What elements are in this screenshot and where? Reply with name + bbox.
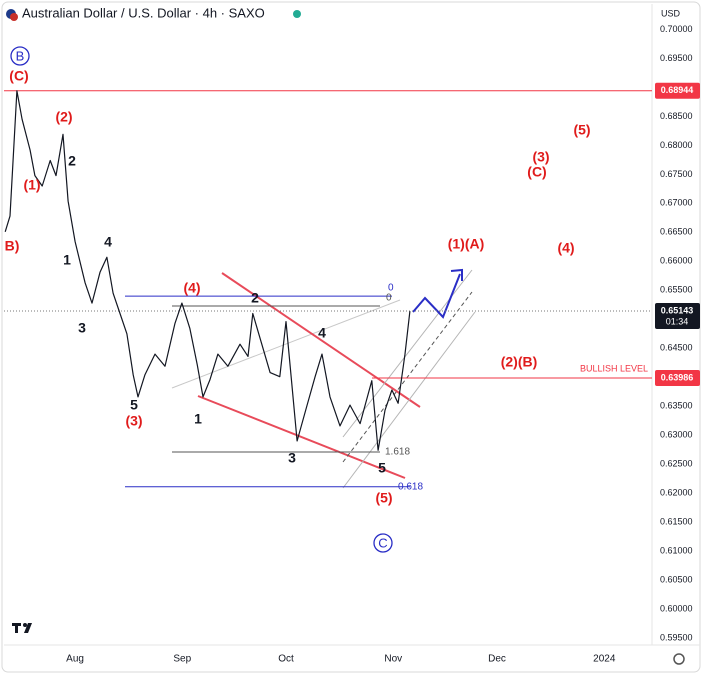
y-tick-label: 0.64500 xyxy=(660,343,693,353)
y-tick-label: 0.66000 xyxy=(660,256,693,266)
wave-label: 5 xyxy=(130,397,138,413)
y-tick-label: 0.68500 xyxy=(660,111,693,121)
y-tick-label: 0.68000 xyxy=(660,140,693,150)
wave-label: (1) xyxy=(23,177,40,193)
wave-label: (1)(A) xyxy=(448,236,485,252)
y-tick-label: 0.66500 xyxy=(660,227,693,237)
y-tick-label: 0.61000 xyxy=(660,545,693,555)
y-tick-label: 0.63000 xyxy=(660,430,693,440)
wave-label: (3) xyxy=(532,149,549,165)
y-tick-label: 0.62500 xyxy=(660,459,693,469)
wave-label: 2 xyxy=(68,153,76,169)
y-tick-label: 0.67000 xyxy=(660,198,693,208)
y-tick-label: 0.70000 xyxy=(660,24,693,34)
last-price-label: 0.65143 xyxy=(661,305,694,315)
y-tick-label: 0.59500 xyxy=(660,632,693,642)
price-tag-label: 0.68944 xyxy=(661,85,694,95)
x-tick-label: Oct xyxy=(278,654,294,665)
wave-label: C xyxy=(378,535,387,550)
flag-icon xyxy=(6,9,18,21)
wave-label: 4 xyxy=(318,325,326,341)
wave-label: B) xyxy=(5,238,20,254)
fib-label: 0.618 xyxy=(398,481,423,492)
wave-label: 3 xyxy=(78,320,86,336)
price-line-label: BULLISH LEVEL xyxy=(580,363,648,373)
wave-label: (C) xyxy=(527,164,546,180)
x-tick-label: Sep xyxy=(173,654,191,665)
wave-label: 3 xyxy=(288,450,296,466)
x-tick-label: Nov xyxy=(384,654,402,665)
y-tick-label: 0.62000 xyxy=(660,488,693,498)
wave-circle xyxy=(10,46,30,66)
price-tag xyxy=(655,370,700,387)
wave-label: (2) xyxy=(55,109,72,125)
wave-label: B xyxy=(16,48,25,63)
y-tick-label: 0.61500 xyxy=(660,517,693,527)
y-tick-label: 0.63500 xyxy=(660,401,693,411)
price-tag xyxy=(655,82,700,99)
wave-label: (4) xyxy=(183,280,200,296)
wave-label: (3) xyxy=(125,413,142,429)
last-price-tag xyxy=(655,302,700,329)
wave-label: (2)(B) xyxy=(501,354,538,370)
fib-label: 1.618 xyxy=(385,447,410,458)
fib-label: 0 xyxy=(386,293,392,304)
y-tick-label: 0.69500 xyxy=(660,53,693,63)
wave-label: 1 xyxy=(194,411,202,427)
price-line-series xyxy=(4,90,411,451)
currency-label: USD xyxy=(661,8,681,18)
wave-label: (C) xyxy=(9,68,28,84)
wave-circle xyxy=(373,533,393,553)
tv-logo xyxy=(12,623,32,633)
y-tick-label: 0.60000 xyxy=(660,603,693,613)
x-tick-label: Dec xyxy=(488,654,506,665)
chart-title: Australian Dollar / U.S. Dollar · 4h · S… xyxy=(22,5,265,20)
wave-label: 5 xyxy=(378,460,386,476)
drawings xyxy=(171,268,476,489)
y-tick-label: 0.60500 xyxy=(660,574,693,584)
price-tag-label: 0.63986 xyxy=(661,372,694,382)
x-tick-label: 2024 xyxy=(593,654,616,665)
status-dot xyxy=(293,10,301,18)
countdown: 01:34 xyxy=(666,316,689,326)
wave-label: (5) xyxy=(375,490,392,506)
wave-label: 2 xyxy=(251,290,259,306)
y-tick-label: 0.65500 xyxy=(660,285,693,295)
settings-icon[interactable] xyxy=(673,653,685,665)
x-tick-label: Aug xyxy=(66,654,84,665)
fib-label: 0 xyxy=(388,283,394,294)
wave-label: 1 xyxy=(63,252,71,268)
wave-label: (4) xyxy=(557,240,574,256)
wave-label: (5) xyxy=(573,122,590,138)
y-tick-label: 0.67500 xyxy=(660,169,693,179)
wave-label: 4 xyxy=(104,234,112,250)
